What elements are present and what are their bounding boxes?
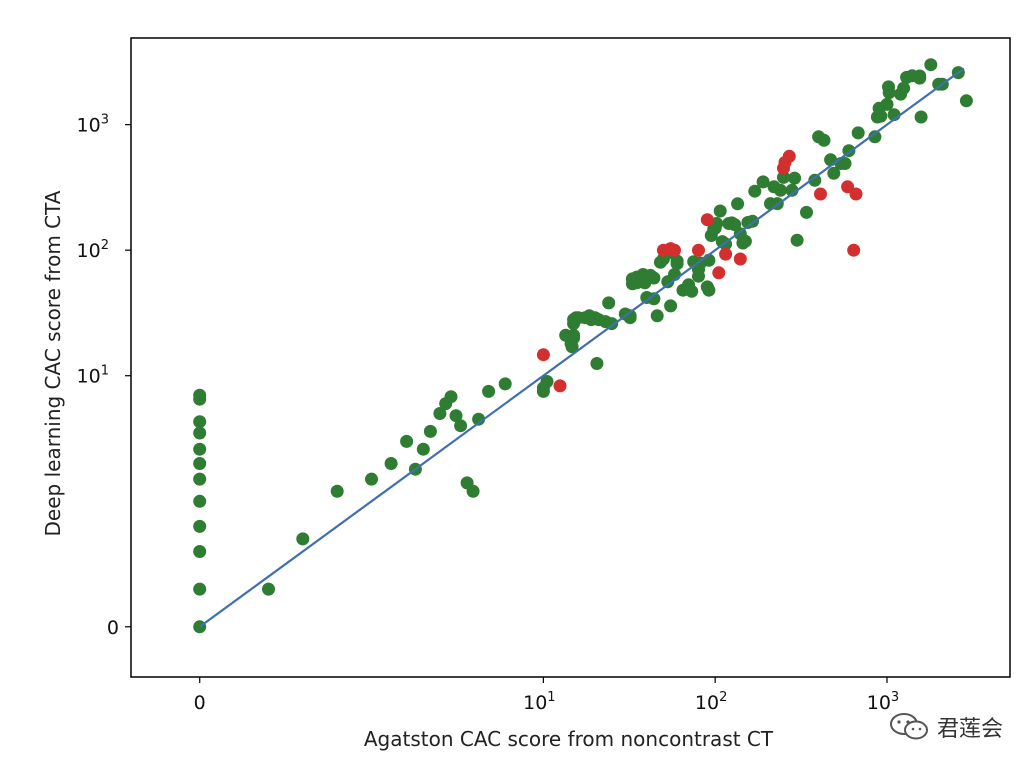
data-point	[193, 426, 207, 440]
y-axis-ticks: 0 101 102 103	[77, 113, 131, 639]
data-point	[400, 434, 414, 448]
data-point	[733, 252, 747, 266]
data-point	[466, 484, 480, 498]
x-axis-ticks: 0 101 102 103	[194, 677, 899, 714]
data-point	[296, 532, 310, 546]
y-tick-label: 102	[77, 238, 109, 262]
data-point	[731, 197, 745, 211]
data-point	[756, 175, 770, 189]
data-point	[838, 157, 852, 170]
data-point	[262, 582, 275, 596]
data-point	[800, 205, 813, 219]
data-point	[472, 412, 486, 426]
data-point	[788, 171, 802, 185]
data-point	[814, 187, 827, 201]
y-tick-label: 103	[77, 113, 109, 137]
data-point	[567, 328, 581, 342]
data-point	[712, 266, 726, 280]
x-tick-label: 101	[523, 690, 555, 714]
data-point	[847, 243, 861, 257]
watermark: 君莲会	[889, 711, 1003, 743]
identity-line	[199, 67, 965, 628]
data-point	[193, 582, 207, 596]
data-point	[668, 243, 681, 257]
data-point	[330, 484, 344, 498]
x-tick-label: 102	[695, 690, 727, 714]
data-point	[882, 86, 896, 100]
data-point	[782, 149, 796, 163]
data-point	[433, 407, 447, 420]
data-point	[444, 390, 458, 404]
y-tick-label: 0	[107, 617, 119, 639]
data-point	[193, 545, 207, 558]
data-point	[193, 494, 207, 508]
data-point	[193, 415, 207, 429]
x-axis-label: Agatston CAC score from noncontrast CT	[364, 727, 774, 751]
watermark-text: 君莲会	[936, 717, 1003, 742]
wechat-icon	[889, 713, 928, 740]
data-point	[924, 58, 938, 72]
data-point	[685, 284, 699, 298]
data-point	[365, 472, 378, 486]
data-point	[790, 233, 804, 247]
data-point	[959, 94, 973, 108]
data-point	[449, 409, 463, 423]
data-point	[897, 81, 911, 95]
x-tick-label: 0	[194, 692, 206, 714]
data-point	[914, 110, 928, 124]
data-point	[738, 234, 752, 248]
data-point	[851, 126, 865, 140]
data-point	[553, 379, 567, 393]
data-point	[777, 170, 790, 184]
data-point	[602, 296, 616, 310]
data-point	[692, 243, 705, 257]
x-tick-label: 103	[867, 690, 899, 714]
data-point	[454, 419, 468, 433]
data-point	[650, 309, 664, 323]
data-point	[774, 183, 787, 197]
data-point	[536, 348, 550, 362]
data-point	[193, 472, 207, 486]
data-point	[647, 271, 661, 285]
data-point	[540, 375, 554, 388]
data-point	[817, 133, 831, 147]
data-point	[193, 388, 207, 402]
data-point	[664, 299, 678, 313]
data-point	[423, 424, 437, 438]
data-point	[623, 309, 637, 323]
data-point	[913, 69, 927, 83]
data-point	[880, 97, 894, 111]
data-point	[702, 283, 716, 297]
data-point	[713, 204, 727, 218]
data-point	[482, 384, 496, 398]
data-point	[785, 183, 799, 197]
data-point	[416, 442, 430, 456]
data-point	[647, 292, 661, 306]
axes-frame	[130, 37, 1011, 678]
data-point	[719, 247, 733, 261]
data-point	[849, 187, 863, 201]
data-point	[498, 377, 512, 391]
data-point	[590, 357, 604, 370]
data-point	[193, 519, 207, 533]
data-point	[700, 213, 714, 227]
data-point	[193, 442, 207, 456]
data-point	[868, 130, 882, 144]
data-point	[808, 173, 822, 187]
data-point	[748, 184, 762, 198]
data-point	[827, 166, 841, 180]
y-tick-label: 101	[77, 364, 109, 388]
y-axis-label: Deep learning CAC score from CTA	[41, 190, 65, 536]
data-point	[193, 457, 207, 470]
data-point	[874, 109, 888, 123]
data-point	[670, 257, 684, 271]
data-point	[384, 457, 398, 470]
